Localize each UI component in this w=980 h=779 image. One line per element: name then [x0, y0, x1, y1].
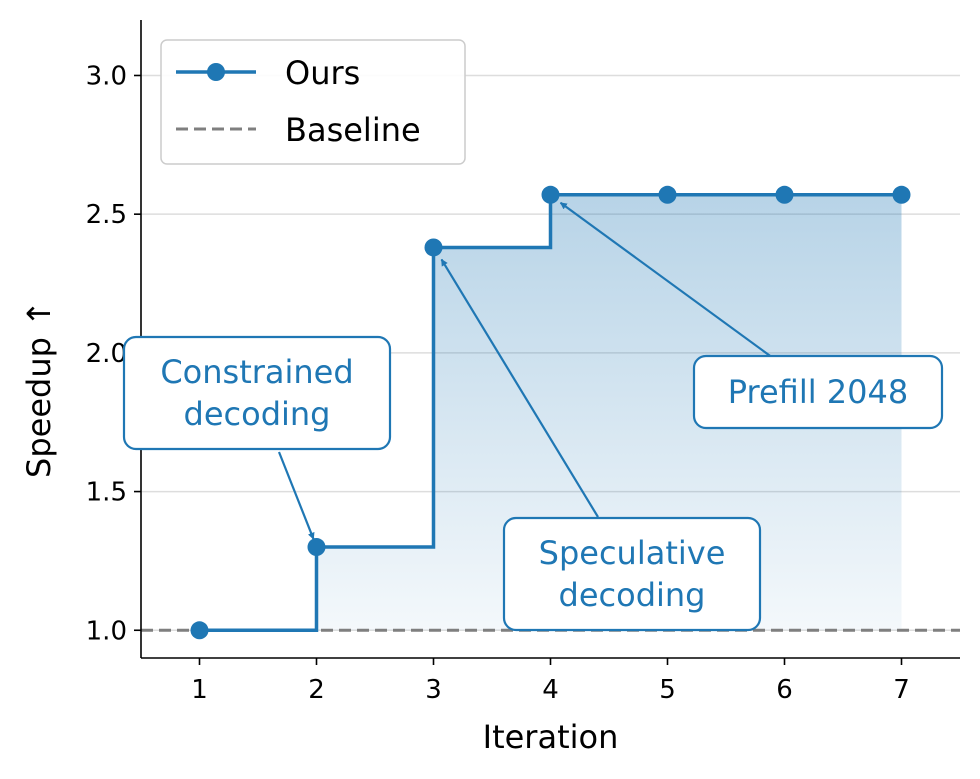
- legend: Ours Baseline: [160, 39, 466, 165]
- legend-ours-marker: [207, 63, 225, 81]
- y-tick-label-1: 1.5: [86, 478, 127, 508]
- annotation-text-0-0: Constrained: [160, 353, 353, 391]
- annotation-box-0: [122, 335, 392, 451]
- x-tick-label-3: 4: [542, 675, 559, 705]
- x-tick-label-1: 2: [308, 675, 325, 705]
- axis-ticks: 1 2 3 4 5 6 7 1.0 1.5 2.0 2.5 3.0: [86, 61, 910, 705]
- annotation-arrow-2: [559, 201, 774, 359]
- annotation-box-2: [692, 354, 944, 430]
- y-tick-label-2: 2.0: [86, 339, 127, 369]
- ours-point-1: [190, 621, 209, 640]
- x-tick-label-4: 5: [659, 675, 676, 705]
- annotation-box-1: [502, 516, 762, 632]
- annotation-text-0-1: decoding: [184, 395, 331, 433]
- annotation-text-2-0: Prefill 2048: [728, 373, 908, 411]
- annotation-arrow-0: [277, 451, 315, 540]
- ours-data-points: [190, 185, 911, 640]
- ours-point-2: [307, 538, 326, 557]
- x-tick-label-6: 7: [893, 675, 910, 705]
- ours-point-6: [775, 185, 794, 204]
- y-tick-label-4: 3.0: [86, 61, 127, 91]
- ours-point-5: [658, 185, 677, 204]
- x-tick-label-5: 6: [776, 675, 793, 705]
- ours-point-7: [892, 185, 911, 204]
- annotation-arrow-1: [440, 258, 599, 518]
- x-axis-label: Iteration: [483, 718, 619, 756]
- x-tick-label-0: 1: [191, 675, 208, 705]
- y-axis-label: Speedup ↑: [20, 300, 58, 478]
- annotations: Constrained decoding Speculative decoding Pr…: [122, 201, 944, 632]
- x-tick-label-2: 3: [425, 675, 442, 705]
- annotation-text-1-1: decoding: [559, 576, 706, 614]
- legend-label-ours: Ours: [285, 54, 360, 92]
- y-tick-label-3: 2.5: [86, 200, 127, 230]
- annotation-text-1-0: Speculative: [539, 534, 726, 572]
- y-tick-label-0: 1.0: [86, 616, 127, 646]
- ours-point-4: [541, 185, 560, 204]
- ours-step-line: [199, 193, 902, 633]
- legend-label-baseline: Baseline: [285, 111, 421, 149]
- ours-point-3: [424, 238, 443, 257]
